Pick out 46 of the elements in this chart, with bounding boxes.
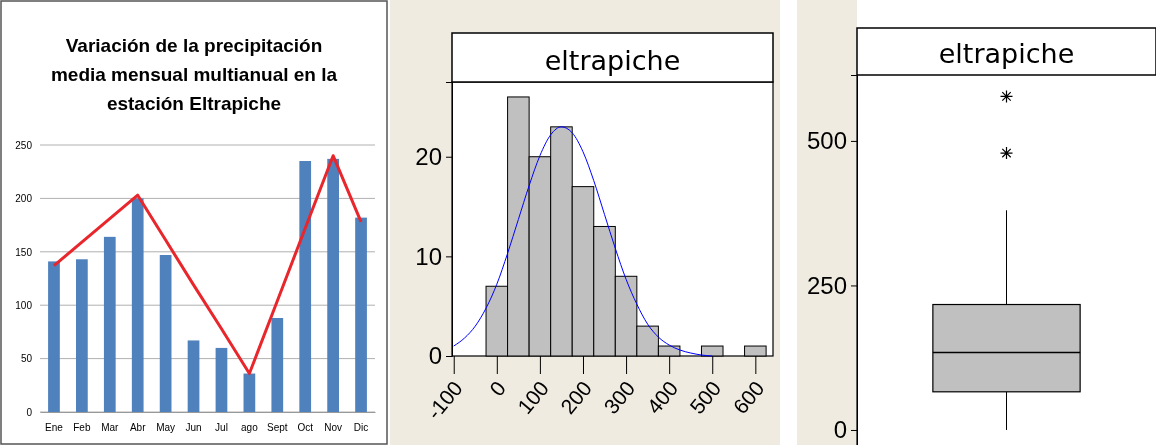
- x-tick-label: -100: [422, 376, 467, 424]
- bar: [159, 255, 172, 412]
- x-tick-label: Abr: [129, 422, 147, 434]
- chart-title: Variación de la precipitación media mensual multianual en la estación Eltrapiche: [50, 35, 338, 114]
- bar: [103, 236, 116, 412]
- x-tick-label: Oct: [297, 422, 314, 434]
- x-tick-label: 600: [728, 376, 769, 419]
- y-tick-label: 100: [15, 299, 33, 311]
- y-tick-label: 10: [415, 242, 442, 270]
- x-tick-label: 300: [599, 376, 640, 419]
- y-tick-label: 250: [15, 139, 33, 151]
- y-tick-label: 20: [415, 142, 442, 170]
- bar: [48, 261, 60, 412]
- x-tick-label: 500: [685, 376, 726, 419]
- bar: [271, 318, 284, 412]
- bar: [131, 198, 144, 412]
- x-tick-label: ago: [241, 422, 259, 434]
- x-tick-label: 200: [556, 376, 597, 419]
- y-tick-label: 250: [806, 271, 847, 299]
- y-tick-label: 200: [15, 193, 33, 205]
- bar: [327, 158, 339, 412]
- bar: [76, 259, 88, 412]
- x-tick-label: Ene: [45, 422, 64, 434]
- bar: [215, 347, 228, 412]
- x-tick-label: Sept: [267, 422, 288, 434]
- x-tick-label: Mar: [101, 422, 120, 434]
- x-tick-label: Jul: [215, 422, 228, 434]
- bar: [243, 373, 256, 412]
- y-tick-label: 0: [428, 342, 442, 370]
- x-tick-label: 0: [484, 376, 511, 401]
- bar: [299, 161, 312, 412]
- bar: [355, 217, 367, 412]
- chart-title: eltrapiche: [938, 38, 1075, 69]
- chart-title: eltrapiche: [544, 45, 681, 76]
- x-tick-label: Jun: [185, 422, 202, 434]
- bar: [187, 340, 200, 412]
- x-tick-label: 400: [642, 376, 683, 419]
- x-tick-label: 100: [512, 376, 554, 419]
- x-tick-label: Dic: [353, 422, 369, 434]
- y-tick-label: 150: [15, 246, 33, 258]
- x-tick-label: Feb: [73, 422, 91, 434]
- y-tick-label: 500: [806, 127, 847, 155]
- x-tick-label: May: [156, 422, 176, 434]
- y-tick-label: 50: [20, 353, 33, 365]
- x-tick-label: Nov: [324, 422, 343, 434]
- line-series: [52, 154, 363, 376]
